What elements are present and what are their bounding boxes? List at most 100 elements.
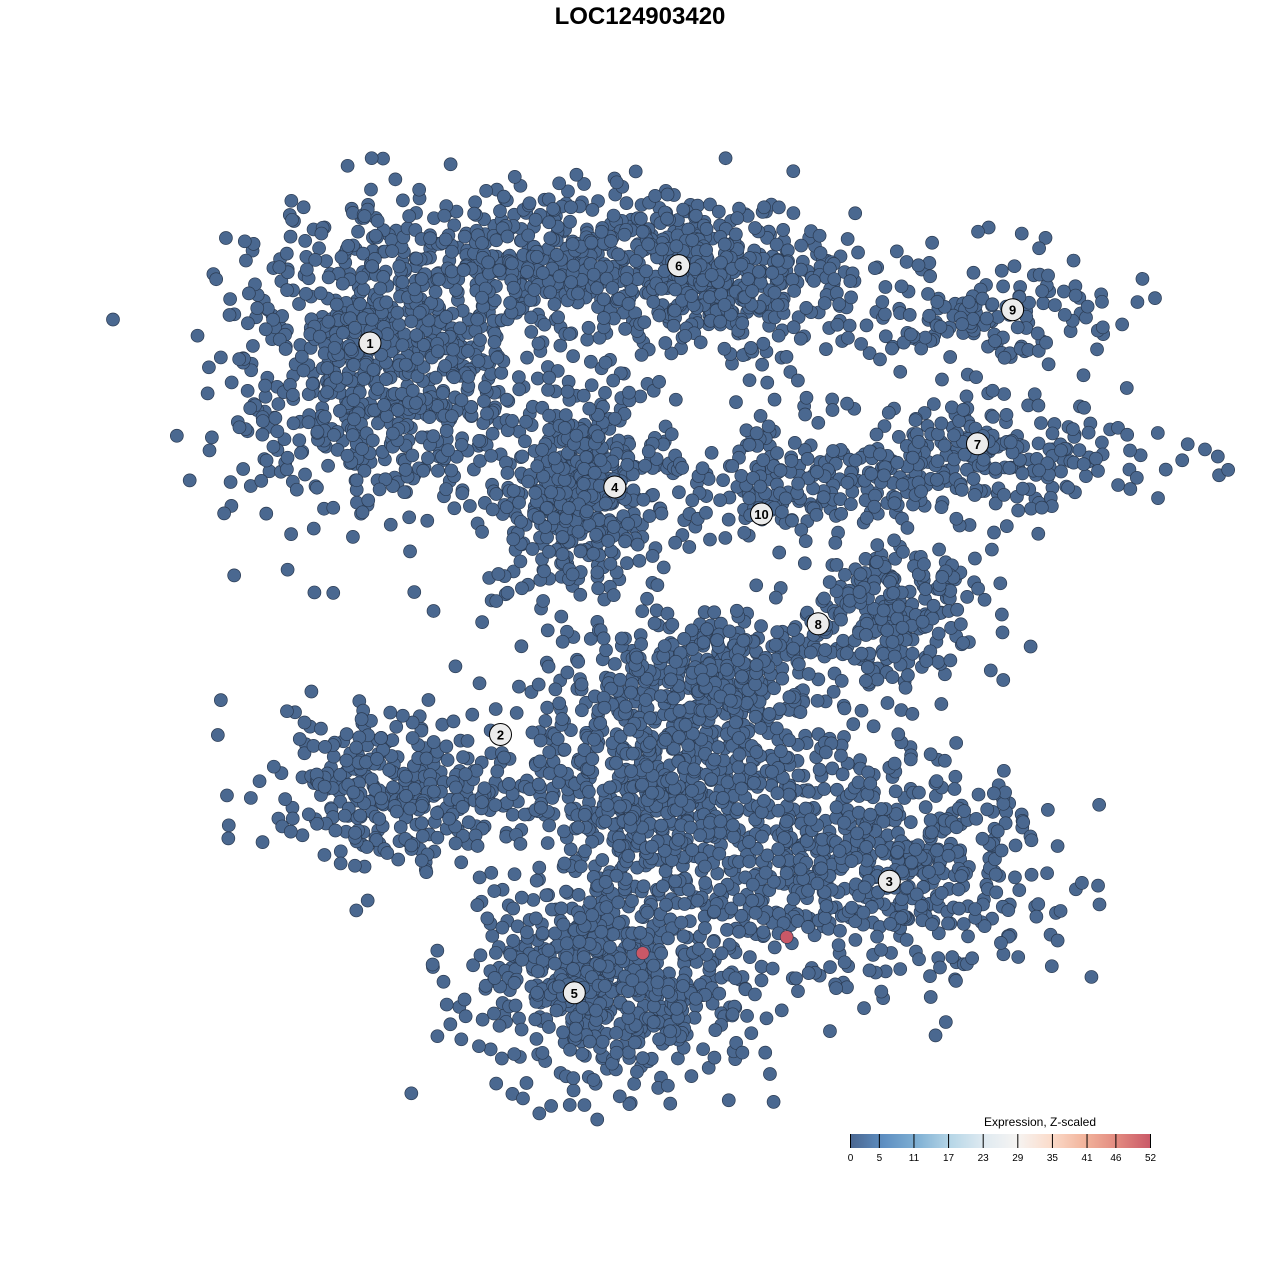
cell-point-cluster-2: [419, 865, 434, 880]
cell-point-cluster-2: [426, 784, 441, 799]
cell-point-cluster-6: [299, 262, 314, 277]
cell-point-cluster-2: [210, 728, 225, 742]
cell-point-cluster-6: [439, 310, 454, 324]
cell-point-cluster-5: [728, 971, 743, 986]
cell-point-cluster-4: [668, 392, 683, 407]
cell-point-cluster-1: [299, 286, 313, 301]
cell-point-cluster-1: [439, 482, 453, 497]
cell-point-cluster-6: [552, 176, 567, 191]
cell-point-cluster-5: [599, 900, 614, 915]
cell-point-cluster-1: [403, 544, 417, 559]
cell-point-cluster-1: [200, 386, 215, 401]
cell-point-cluster-5: [578, 844, 592, 858]
cell-point-cluster-3: [994, 936, 1008, 950]
cell-point-cluster-1: [541, 383, 555, 397]
cell-point-cluster-5: [421, 693, 436, 707]
cell-point-cluster-4: [500, 466, 515, 480]
cell-point-cluster-1: [106, 312, 120, 327]
cell-point-cluster-4: [514, 514, 528, 529]
cell-point-cluster-5: [726, 830, 741, 844]
cell-point-cluster-6: [617, 227, 632, 242]
cell-point-cluster-4: [587, 465, 602, 480]
cell-point-cluster-6: [812, 228, 827, 243]
cell-point-cluster-6: [543, 285, 558, 300]
cell-point-cluster-5: [555, 712, 569, 726]
cell-point-cluster-5: [557, 856, 572, 871]
cell-point-cluster-1: [480, 406, 494, 421]
cell-point-cluster-1: [271, 397, 286, 411]
cell-point-cluster-7: [956, 402, 971, 417]
cell-point-cluster-5: [500, 585, 515, 600]
cell-point-cluster-1: [416, 463, 431, 478]
cell-point-cluster-5: [636, 879, 651, 894]
cell-point-cluster-1: [340, 448, 355, 463]
cell-point-cluster-6: [641, 237, 656, 252]
cell-point-cluster-2: [490, 764, 505, 779]
cell-point-cluster-5: [747, 776, 761, 790]
cell-point-cluster-3: [833, 923, 847, 938]
cell-point-cluster-5: [512, 679, 526, 694]
cell-point-cluster-6: [717, 341, 732, 356]
cell-point-cluster-5: [582, 784, 596, 799]
cell-point-cluster-1: [227, 568, 242, 583]
cell-point-cluster-4: [654, 506, 669, 521]
cell-point-cluster-5: [674, 793, 689, 808]
cell-point-cluster-2: [454, 855, 469, 870]
cell-point-cluster-1: [398, 357, 413, 372]
cell-point-cluster-6: [355, 270, 369, 285]
cell-point-cluster-2: [405, 731, 420, 745]
cell-point-cluster-6: [637, 315, 652, 330]
cell-point-cluster-5: [627, 1076, 641, 1091]
cell-point-cluster-6: [678, 329, 692, 343]
cell-point-cluster-5: [598, 979, 612, 993]
cell-point-cluster-6: [971, 224, 985, 239]
cell-point-cluster-6: [660, 187, 675, 202]
cell-point-cluster-4: [489, 487, 504, 501]
cell-point-cluster-1: [242, 286, 256, 301]
cell-point-cluster-3: [945, 950, 960, 964]
cell-point-cluster-4: [569, 428, 584, 443]
cell-point-cluster-6: [409, 328, 424, 343]
cell-point-cluster-7: [945, 400, 959, 415]
cell-point-cluster-5: [586, 1072, 601, 1087]
cell-point-cluster-7: [1091, 463, 1105, 478]
cell-point-cluster-6: [634, 211, 648, 226]
cell-point-cluster-2: [461, 815, 476, 830]
cell-point-cluster-5: [548, 682, 563, 697]
cell-point-cluster-5: [595, 1034, 610, 1049]
points-layer: [106, 151, 1236, 1127]
cell-point-cluster-5: [562, 1098, 577, 1112]
cell-point-cluster-1: [250, 301, 265, 315]
cell-point-cluster-2: [393, 820, 408, 834]
cell-point-cluster-6: [334, 250, 349, 265]
cell-point-cluster-3: [1024, 833, 1039, 848]
cell-point-cluster-1: [364, 182, 378, 197]
cell-point-cluster-3: [789, 971, 803, 986]
cell-point-cluster-6: [388, 172, 403, 187]
cell-point-cluster-5: [544, 1099, 558, 1113]
cell-point-cluster-1: [202, 360, 216, 375]
cell-point-cluster-1: [390, 403, 405, 417]
cell-point-cluster-5: [623, 722, 637, 737]
cell-point-cluster-6: [543, 231, 558, 246]
cell-point-cluster-2: [442, 811, 456, 826]
cell-point-cluster-7: [999, 407, 1014, 422]
cell-point-cluster-1: [266, 312, 280, 327]
cell-point-cluster-1: [259, 453, 274, 468]
cell-point-cluster-5: [817, 782, 832, 796]
cell-point-cluster-7: [1032, 463, 1046, 478]
cell-point-cluster-5: [693, 828, 707, 843]
cell-point-cluster-7: [955, 483, 969, 497]
cell-point-cluster-3: [975, 831, 990, 846]
cell-point-cluster-1: [236, 462, 251, 476]
cell-point-cluster-6: [756, 336, 771, 351]
cell-point-cluster-7: [834, 506, 849, 521]
cell-point-cluster-7: [864, 467, 879, 481]
cell-point-cluster-5: [520, 925, 534, 940]
cell-point-cluster-6: [395, 275, 410, 289]
cell-point-cluster-6: [537, 317, 552, 332]
chart-title: LOC124903420: [554, 3, 726, 30]
cell-point-cluster-4: [606, 373, 621, 388]
cell-point-cluster-1: [344, 342, 358, 356]
cell-point-cluster-2: [243, 791, 258, 805]
